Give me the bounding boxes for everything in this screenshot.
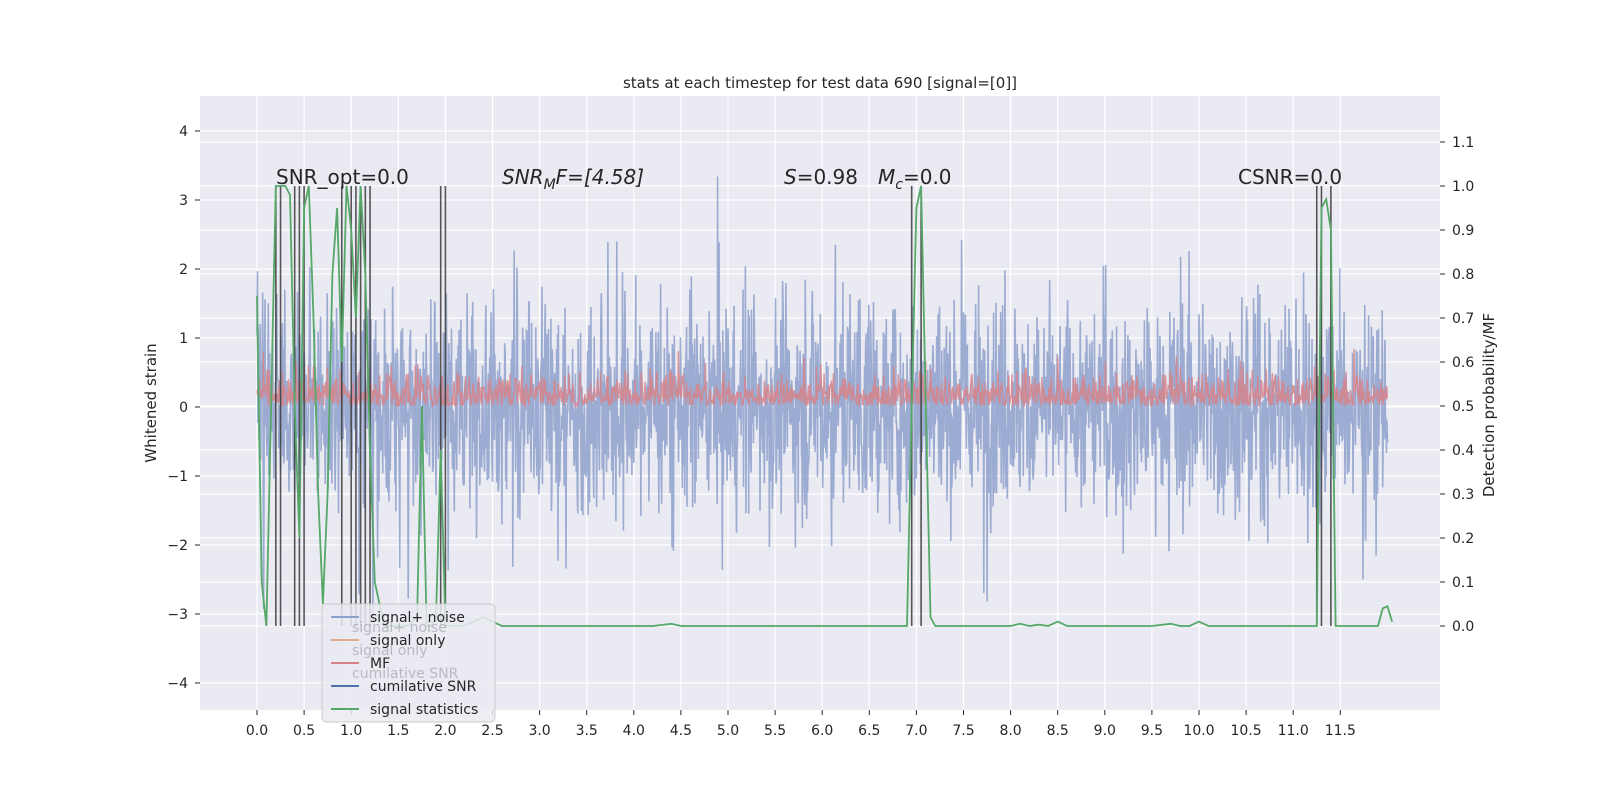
x-axis-ticks: 0.0 0.5 1.0 1.5 2.0 2.5 3.0 3.5 4.0 4.5 5.0 5.5 6.0 6… xyxy=(246,710,1356,739)
annotation-mc-sub: c xyxy=(895,177,903,193)
legend-ghost-label: cumilative SNR xyxy=(352,666,459,682)
y-right-tick-label: 0.2 xyxy=(1452,531,1474,547)
annotation-s-value: =0.98 xyxy=(797,165,858,189)
annotation-mc-value: =0.0 xyxy=(903,165,952,189)
series-signal-statistics-line xyxy=(256,185,1393,627)
legend-ghost-label: signal+ noise xyxy=(352,620,447,636)
x-tick-label: 3.0 xyxy=(528,723,550,739)
y-axis-right-label: Detection probability/MF xyxy=(1480,313,1498,497)
x-tick-label: 9.0 xyxy=(1094,723,1116,739)
x-tick-label: 11.0 xyxy=(1278,723,1309,739)
x-tick-label: 2.5 xyxy=(481,723,503,739)
legend-label: signal+ noise xyxy=(370,610,465,626)
y-axis-right-ticks: 1.1 1.0 0.9 0.8 0.7 0.6 0.5 0.4 0.3 0.2 0.1 0.0 xyxy=(1440,135,1474,635)
x-tick-label: 1.5 xyxy=(387,723,409,739)
annotation-snr-mf: SNRMF=[4.58] xyxy=(502,165,644,193)
y-right-tick-label: 1.0 xyxy=(1452,179,1474,195)
annotation-snr-mf-label: SNR xyxy=(502,165,544,189)
x-tick-label: 6.5 xyxy=(858,723,880,739)
legend-label: signal only xyxy=(370,633,445,649)
annotation-snr-mf-rest: F=[4.58] xyxy=(556,165,644,189)
x-tick-label: 9.5 xyxy=(1141,723,1163,739)
legend-box xyxy=(321,603,496,723)
x-tick-label: 5.0 xyxy=(717,723,739,739)
x-tick-label: 4.0 xyxy=(623,723,645,739)
y-right-tick-label: 0.8 xyxy=(1452,267,1474,283)
x-tick-label: 3.5 xyxy=(576,723,598,739)
y-right-tick-label: 0.5 xyxy=(1452,399,1474,415)
x-tick-label: 7.5 xyxy=(952,723,974,739)
x-tick-label: 0.0 xyxy=(246,723,268,739)
legend-label: MF xyxy=(370,656,390,672)
y-tick-label: −1 xyxy=(167,469,188,485)
y-tick-label: −3 xyxy=(167,607,188,623)
y-right-tick-label: 0.0 xyxy=(1452,619,1474,635)
x-tick-label: 4.5 xyxy=(670,723,692,739)
y-right-tick-label: 0.1 xyxy=(1452,575,1474,591)
y-right-tick-label: 0.6 xyxy=(1452,355,1474,371)
annotation-s-label: S xyxy=(784,165,797,189)
x-tick-label: 1.0 xyxy=(340,723,362,739)
y-right-tick-label: 0.9 xyxy=(1452,223,1474,239)
y-axis-left-label: Whitened strain xyxy=(142,343,160,462)
y-tick-label: 0 xyxy=(179,400,188,416)
annotation-mc: Mc=0.0 xyxy=(878,165,952,193)
y-axis-left-ticks: 4 3 2 1 0 −1 −2 −3 −4 xyxy=(167,124,200,692)
x-tick-label: 2.0 xyxy=(434,723,456,739)
x-tick-label: 11.5 xyxy=(1325,723,1356,739)
chart-title: stats at each timestep for test data 690… xyxy=(623,74,1017,92)
x-tick-label: 8.0 xyxy=(999,723,1021,739)
y-tick-label: −2 xyxy=(167,538,188,554)
x-tick-label: 7.0 xyxy=(905,723,927,739)
y-tick-label: −4 xyxy=(167,676,188,692)
y-tick-label: 2 xyxy=(179,262,188,278)
y-tick-label: 3 xyxy=(179,193,188,209)
chart-marks xyxy=(256,176,1393,627)
y-tick-label: 1 xyxy=(179,331,188,347)
annotation-snr-opt: SNR_opt=0.0 xyxy=(276,165,409,189)
legend-label: cumilative SNR xyxy=(370,679,477,695)
annotation-snr-mf-sub: M xyxy=(544,177,556,193)
x-tick-label: 8.5 xyxy=(1047,723,1069,739)
x-tick-label: 5.5 xyxy=(764,723,786,739)
x-tick-label: 10.0 xyxy=(1183,723,1214,739)
x-tick-label: 0.5 xyxy=(293,723,315,739)
y-right-tick-label: 0.3 xyxy=(1452,487,1474,503)
y-right-tick-label: 0.7 xyxy=(1452,311,1474,327)
y-right-tick-label: 1.1 xyxy=(1452,135,1474,151)
annotation-csnr: CSNR=0.0 xyxy=(1238,165,1342,189)
x-tick-label: 10.5 xyxy=(1231,723,1262,739)
annotation-s: S=0.98 xyxy=(784,165,858,189)
annotation-mc-label: M xyxy=(878,165,895,189)
legend-ghost-label: signal only xyxy=(352,643,427,659)
y-tick-label: 4 xyxy=(179,124,188,140)
y-right-tick-label: 0.4 xyxy=(1452,443,1474,459)
legend-label: signal statistics xyxy=(370,702,478,718)
x-tick-label: 6.0 xyxy=(811,723,833,739)
